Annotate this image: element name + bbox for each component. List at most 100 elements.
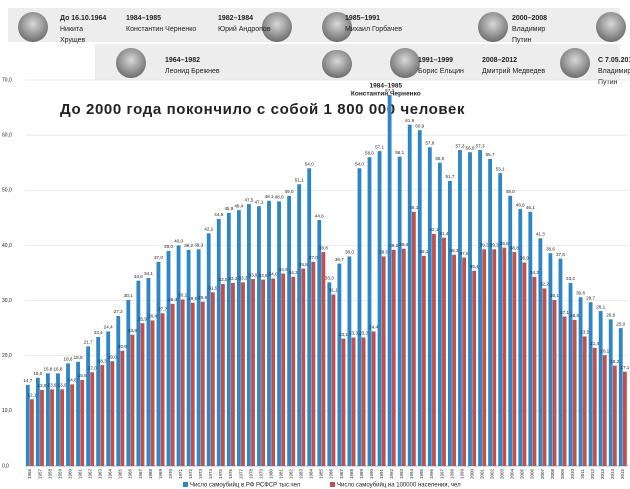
value-label: 16,8 bbox=[53, 367, 62, 372]
x-tick-label: 2014 bbox=[610, 469, 615, 480]
value-label: 16,0 bbox=[33, 371, 42, 376]
bar bbox=[146, 277, 151, 466]
value-label: 30,2 bbox=[178, 293, 187, 298]
bar bbox=[307, 168, 312, 466]
leader-name: Путин bbox=[512, 37, 532, 44]
bar bbox=[241, 282, 245, 466]
legend-swatch bbox=[183, 482, 188, 487]
leader-dates: С 7.05.2012 bbox=[598, 57, 630, 64]
bar bbox=[371, 331, 376, 466]
value-label: 23,1 bbox=[339, 332, 348, 337]
value-label: 39,2 bbox=[389, 243, 398, 248]
portrait bbox=[322, 50, 352, 78]
leader-name: Владимир bbox=[598, 68, 630, 75]
value-label: 14,8 bbox=[68, 378, 77, 383]
x-tick-label: 1964 bbox=[108, 469, 113, 480]
x-tick-label: 1974 bbox=[208, 469, 213, 480]
value-label: 31,1 bbox=[329, 288, 338, 293]
value-label: 27,1 bbox=[560, 310, 569, 315]
bar bbox=[25, 384, 30, 466]
value-label: 40,0 bbox=[174, 239, 183, 244]
leader-dates: 2008–2012 bbox=[482, 57, 517, 64]
value-label: 39,3 bbox=[490, 243, 499, 248]
bar bbox=[176, 245, 181, 466]
bar bbox=[76, 361, 80, 466]
bar bbox=[401, 248, 406, 466]
y-tick-label: 70,0 bbox=[2, 77, 12, 83]
leader-name: Дмитрий Медведев bbox=[482, 67, 545, 75]
leader-name: Михаил Горбачев bbox=[345, 25, 402, 33]
bar bbox=[271, 278, 276, 466]
bar bbox=[512, 252, 517, 466]
bar bbox=[186, 249, 191, 466]
bar bbox=[568, 282, 573, 466]
bar bbox=[317, 220, 322, 466]
bar bbox=[327, 282, 332, 466]
value-label: 54,0 bbox=[305, 161, 314, 166]
bar bbox=[236, 210, 241, 466]
value-label: 30,6 bbox=[576, 290, 585, 295]
value-label: 45,9 bbox=[224, 206, 233, 211]
x-tick-label: 1984 bbox=[309, 469, 314, 480]
header-band bbox=[8, 8, 620, 42]
portrait bbox=[478, 12, 508, 42]
value-label: 53,1 bbox=[496, 166, 505, 171]
x-tick-label: 1967 bbox=[138, 469, 143, 480]
bar bbox=[46, 373, 50, 466]
value-label: 18,3 bbox=[98, 358, 107, 363]
value-label: 37,8 bbox=[460, 251, 469, 256]
bar bbox=[337, 263, 342, 466]
value-label: 41,3 bbox=[536, 231, 545, 236]
x-tick-label: 1972 bbox=[188, 469, 193, 480]
x-tick-label: 1990 bbox=[369, 469, 374, 480]
value-label: 20,1 bbox=[600, 348, 609, 353]
value-label: 26,5 bbox=[570, 313, 579, 318]
x-tick-label: 1991 bbox=[379, 469, 384, 480]
value-label: 26,4 bbox=[148, 314, 157, 319]
value-label: 26,6 bbox=[606, 313, 615, 318]
value-label: 39,3 bbox=[480, 243, 489, 248]
bar bbox=[106, 331, 111, 466]
value-label: 30,1 bbox=[124, 293, 133, 298]
bar bbox=[180, 299, 185, 466]
bar bbox=[297, 184, 302, 466]
bar bbox=[210, 292, 215, 466]
value-label: 37,0 bbox=[309, 255, 318, 260]
bar bbox=[351, 337, 356, 466]
bar bbox=[150, 320, 155, 466]
value-label: 42,1 bbox=[429, 227, 438, 232]
y-tick-label: 60,0 bbox=[2, 132, 12, 138]
value-label: 33,8 bbox=[259, 273, 268, 278]
value-label: 55,0 bbox=[435, 156, 444, 161]
y-tick-label: 20,0 bbox=[2, 353, 12, 359]
leader-dates: 2000–2008 bbox=[512, 15, 547, 22]
bar bbox=[518, 209, 523, 466]
bar bbox=[341, 338, 346, 466]
x-tick-label: 2006 bbox=[530, 469, 535, 480]
value-label: 18,6 bbox=[64, 357, 73, 362]
x-tick-label: 2004 bbox=[510, 469, 515, 480]
bar bbox=[508, 195, 513, 467]
bar bbox=[582, 336, 587, 466]
leader-dates: До 16.10.1964 bbox=[60, 15, 106, 22]
bar bbox=[35, 377, 40, 466]
value-label: 17,1 bbox=[620, 365, 629, 370]
value-label: 28,1 bbox=[596, 304, 605, 309]
value-label: 60,9 bbox=[415, 123, 424, 128]
bar bbox=[437, 162, 442, 466]
bar bbox=[220, 284, 225, 466]
bar bbox=[498, 173, 503, 467]
value-label: 67,3 bbox=[385, 88, 394, 93]
value-label: 46,6 bbox=[516, 202, 525, 207]
value-label: 34,0 bbox=[269, 272, 278, 277]
bar bbox=[40, 389, 44, 466]
x-tick-label: 1992 bbox=[389, 469, 394, 480]
value-label: 35,4 bbox=[470, 264, 479, 269]
bar bbox=[492, 249, 497, 466]
bar bbox=[578, 297, 583, 466]
value-label: 27,7 bbox=[158, 306, 167, 311]
x-tick-label: 1959 bbox=[57, 469, 62, 480]
value-label: 25,0 bbox=[616, 321, 625, 326]
value-label: 42,2 bbox=[204, 227, 213, 232]
